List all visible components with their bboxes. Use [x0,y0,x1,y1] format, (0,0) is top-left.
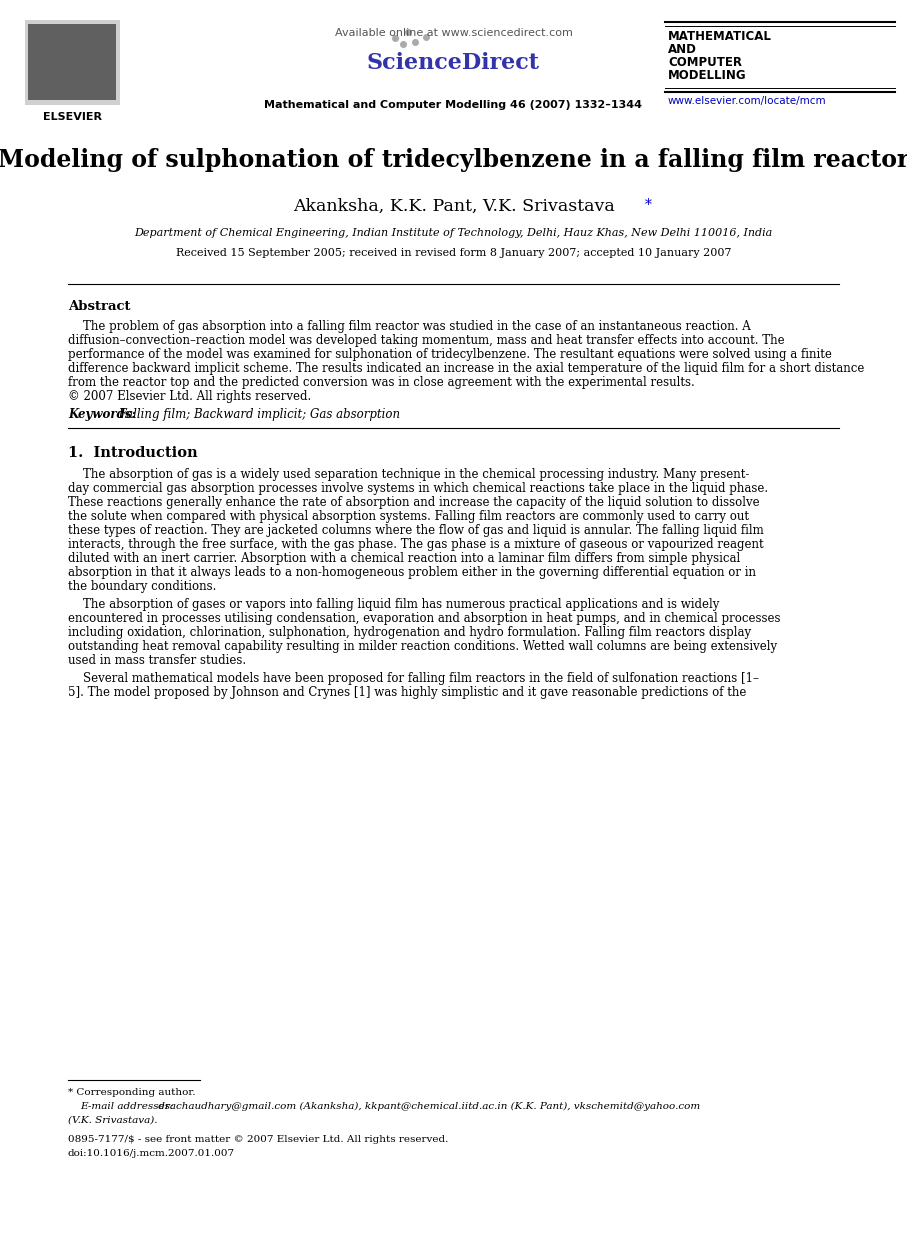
Text: interacts, through the free surface, with the gas phase. The gas phase is a mixt: interacts, through the free surface, wit… [68,539,764,551]
Bar [28,24,116,100]
Text: drachaudhary@gmail.com (Akanksha), kkpant@chemical.iitd.ac.in (K.K. Pant), vksch: drachaudhary@gmail.com (Akanksha), kkpan… [155,1102,700,1112]
Text: including oxidation, chlorination, sulphonation, hydrogenation and hydro formula: including oxidation, chlorination, sulph… [68,626,751,639]
Text: the solute when compared with physical absorption systems. Falling film reactors: the solute when compared with physical a… [68,510,749,522]
Text: The problem of gas absorption into a falling film reactor was studied in the cas: The problem of gas absorption into a fal… [68,319,751,333]
Text: diluted with an inert carrier. Absorption with a chemical reaction into a lamina: diluted with an inert carrier. Absorptio… [68,552,740,565]
Text: Modeling of sulphonation of tridecylbenzene in a falling film reactor: Modeling of sulphonation of tridecylbenz… [0,149,907,172]
Text: *: * [645,198,652,212]
Bar [25,20,120,105]
Text: (V.K. Srivastava).: (V.K. Srivastava). [68,1115,158,1125]
Text: performance of the model was examined for sulphonation of tridecylbenzene. The r: performance of the model was examined fo… [68,348,832,361]
Text: Received 15 September 2005; received in revised form 8 January 2007; accepted 10: Received 15 September 2005; received in … [176,248,731,258]
Text: © 2007 Elsevier Ltd. All rights reserved.: © 2007 Elsevier Ltd. All rights reserved… [68,390,311,404]
Text: Several mathematical models have been proposed for falling film reactors in the : Several mathematical models have been pr… [68,672,759,685]
Text: Department of Chemical Engineering, Indian Institute of Technology, Delhi, Hauz : Department of Chemical Engineering, Indi… [134,228,773,238]
Text: absorption in that it always leads to a non-homogeneous problem either in the go: absorption in that it always leads to a … [68,566,756,579]
Text: COMPUTER: COMPUTER [668,56,742,69]
Text: www.elsevier.com/locate/mcm: www.elsevier.com/locate/mcm [668,97,826,106]
Text: ScienceDirect: ScienceDirect [367,52,540,74]
Text: 1.  Introduction: 1. Introduction [68,446,198,461]
Text: the boundary conditions.: the boundary conditions. [68,579,217,593]
Text: doi:10.1016/j.mcm.2007.01.007: doi:10.1016/j.mcm.2007.01.007 [68,1149,235,1158]
Text: outstanding heat removal capability resulting in milder reaction conditions. Wet: outstanding heat removal capability resu… [68,640,777,652]
Text: * Corresponding author.: * Corresponding author. [68,1088,196,1097]
Text: encountered in processes utilising condensation, evaporation and absorption in h: encountered in processes utilising conde… [68,612,781,625]
Text: diffusion–convection–reaction model was developed taking momentum, mass and heat: diffusion–convection–reaction model was … [68,334,785,347]
Text: Abstract: Abstract [68,300,131,313]
Text: 0895-7177/$ - see front matter © 2007 Elsevier Ltd. All rights reserved.: 0895-7177/$ - see front matter © 2007 El… [68,1135,448,1144]
Text: These reactions generally enhance the rate of absorption and increase the capaci: These reactions generally enhance the ra… [68,496,760,509]
Text: E-mail addresses:: E-mail addresses: [80,1102,173,1110]
Text: 5]. The model proposed by Johnson and Crynes [1] was highly simplistic and it ga: 5]. The model proposed by Johnson and Cr… [68,686,746,699]
Text: Available online at www.sciencedirect.com: Available online at www.sciencedirect.co… [335,28,572,38]
Text: these types of reaction. They are jacketed columns where the flow of gas and liq: these types of reaction. They are jacket… [68,524,764,537]
Text: Akanksha, K.K. Pant, V.K. Srivastava: Akanksha, K.K. Pant, V.K. Srivastava [293,198,614,215]
Text: The absorption of gas is a widely used separation technique in the chemical proc: The absorption of gas is a widely used s… [68,468,749,482]
Text: Falling film; Backward implicit; Gas absorption: Falling film; Backward implicit; Gas abs… [115,409,400,421]
Text: day commercial gas absorption processes involve systems in which chemical reacti: day commercial gas absorption processes … [68,482,768,495]
Text: MATHEMATICAL: MATHEMATICAL [668,30,772,43]
Text: difference backward implicit scheme. The results indicated an increase in the ax: difference backward implicit scheme. The… [68,361,864,375]
Text: Mathematical and Computer Modelling 46 (2007) 1332–1344: Mathematical and Computer Modelling 46 (… [265,100,642,110]
Text: ELSEVIER: ELSEVIER [43,111,102,123]
Text: The absorption of gases or vapors into falling liquid film has numerous practica: The absorption of gases or vapors into f… [68,598,719,612]
Text: used in mass transfer studies.: used in mass transfer studies. [68,654,246,667]
Text: AND: AND [668,43,697,56]
Text: MODELLING: MODELLING [668,69,746,82]
Text: from the reactor top and the predicted conversion was in close agreement with th: from the reactor top and the predicted c… [68,376,695,389]
Text: Keywords:: Keywords: [68,409,136,421]
